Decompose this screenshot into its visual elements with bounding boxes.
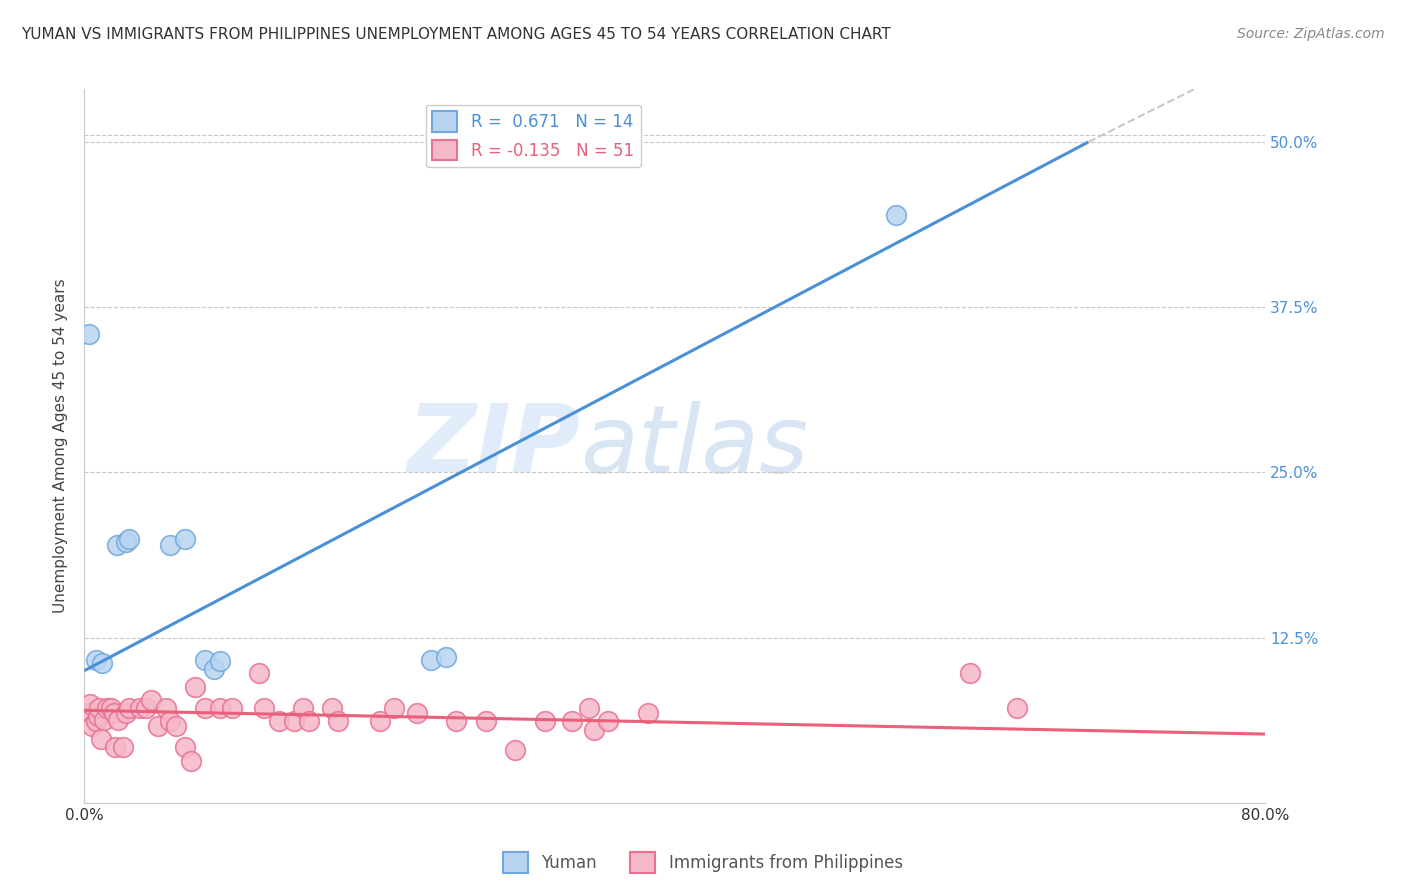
Point [86, 708, 108, 723]
Point [534, 714, 557, 728]
Point [202, 662, 225, 676]
Point [582, 723, 605, 738]
Point [221, 700, 243, 714]
Point [560, 714, 583, 728]
Point [118, 700, 141, 714]
Point [194, 653, 217, 667]
Point [637, 706, 659, 720]
Point [578, 700, 600, 714]
Point [446, 714, 468, 728]
Point [209, 654, 232, 668]
Point [165, 719, 187, 733]
Point [405, 706, 427, 720]
Point [105, 538, 128, 552]
Point [107, 713, 129, 727]
Point [159, 538, 181, 552]
Point [96, 700, 118, 714]
Text: YUMAN VS IMMIGRANTS FROM PHILIPPINES UNEMPLOYMENT AMONG AGES 45 TO 54 YEARS CORR: YUMAN VS IMMIGRANTS FROM PHILIPPINES UNE… [21, 27, 891, 42]
Text: ZIP: ZIP [408, 400, 581, 492]
Point [269, 714, 291, 728]
Point [298, 714, 321, 728]
Point [173, 532, 195, 546]
Text: Source: ZipAtlas.com: Source: ZipAtlas.com [1237, 27, 1385, 41]
Point [194, 700, 217, 714]
Point [420, 653, 443, 667]
Point [100, 700, 122, 714]
Point [1007, 700, 1029, 714]
Legend: R =  0.671   N = 14, R = -0.135   N = 51: R = 0.671 N = 14, R = -0.135 N = 51 [426, 104, 641, 167]
Point [159, 714, 181, 728]
Y-axis label: Unemployment Among Ages 45 to 54 years: Unemployment Among Ages 45 to 54 years [53, 278, 69, 614]
Point [118, 532, 141, 546]
Point [84, 653, 107, 667]
Point [135, 700, 157, 714]
Point [247, 666, 270, 681]
Point [129, 700, 152, 714]
Point [209, 700, 232, 714]
Point [93, 713, 115, 727]
Point [475, 714, 498, 728]
Point [90, 732, 112, 747]
Point [328, 714, 350, 728]
Point [155, 700, 177, 714]
Point [89, 700, 111, 714]
Point [886, 208, 908, 222]
Point [382, 700, 406, 714]
Point [505, 743, 527, 757]
Point [173, 740, 195, 755]
Point [104, 740, 127, 755]
Point [114, 535, 136, 549]
Legend: Yuman, Immigrants from Philippines: Yuman, Immigrants from Philippines [496, 846, 910, 880]
Point [148, 719, 170, 733]
Point [184, 680, 207, 694]
Text: atlas: atlas [581, 401, 808, 491]
Point [114, 706, 136, 720]
Point [283, 714, 305, 728]
Point [253, 700, 276, 714]
Point [368, 714, 391, 728]
Point [139, 692, 162, 706]
Point [180, 754, 202, 768]
Point [598, 714, 620, 728]
Point [291, 700, 314, 714]
Point [77, 706, 100, 720]
Point [959, 666, 981, 681]
Point [111, 740, 134, 755]
Point [79, 697, 101, 711]
Point [91, 656, 114, 670]
Point [80, 719, 103, 733]
Point [103, 706, 125, 720]
Point [434, 650, 457, 665]
Point [84, 714, 107, 728]
Point [321, 700, 343, 714]
Point [77, 326, 100, 341]
